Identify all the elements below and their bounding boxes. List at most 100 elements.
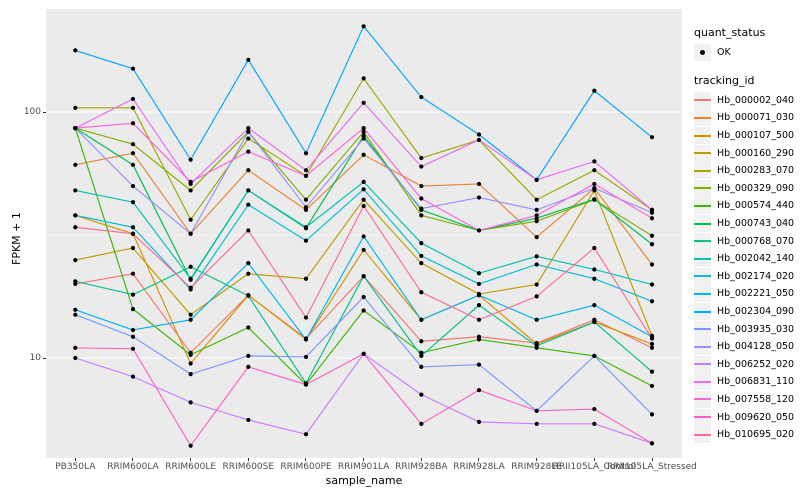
data-point [592, 421, 597, 426]
data-point [534, 343, 539, 348]
data-point [246, 149, 251, 154]
legend-item-label: OK [717, 47, 731, 59]
data-point [361, 126, 366, 131]
data-point [188, 400, 193, 405]
data-point [246, 325, 251, 330]
legend-color-line [694, 380, 711, 383]
data-point [649, 282, 655, 287]
legend-color-line [694, 328, 711, 331]
data-point [476, 195, 482, 200]
data-point [130, 183, 136, 189]
data-point [246, 136, 251, 141]
legend-item-label: Hb_000329_090 [717, 182, 795, 194]
legend-key-icon [694, 267, 711, 285]
data-point [73, 213, 78, 218]
data-point [130, 96, 136, 102]
data-point [649, 345, 655, 350]
data-point [188, 264, 193, 269]
data-point [649, 262, 655, 267]
legend-key-icon [694, 408, 711, 426]
data-point [476, 228, 482, 233]
data-point [188, 285, 193, 290]
data-point [303, 151, 309, 156]
data-point [130, 271, 136, 276]
data-point [303, 173, 309, 178]
data-point [419, 339, 424, 344]
data-point [419, 164, 424, 169]
data-point [73, 307, 78, 312]
data-point [592, 353, 597, 358]
plot-panel [46, 9, 682, 458]
legend-key-icon [694, 285, 711, 303]
data-point [73, 355, 78, 361]
x-tick-label-RRIM928LA: RRIM928LA [453, 462, 505, 472]
data-point [246, 417, 251, 423]
data-point [303, 432, 309, 437]
data-point [130, 162, 136, 167]
legend-color-line [694, 152, 711, 155]
data-point [130, 334, 136, 339]
data-point [246, 364, 251, 370]
legend-item-label: Hb_002174_020 [717, 270, 795, 282]
y-tick-label: 10 [29, 352, 41, 363]
data-point [303, 276, 309, 281]
legend-key-icon [694, 232, 711, 250]
y-tick-label: 100 [23, 106, 41, 117]
legend-item-Hb_006252_020: Hb_006252_020 [694, 355, 800, 374]
data-point [592, 267, 597, 272]
data-point [361, 76, 366, 81]
legend-key-icon [694, 179, 711, 197]
data-point [419, 350, 424, 355]
data-point [534, 213, 539, 218]
legend-key-icon [694, 355, 711, 373]
legend-key-icon [694, 109, 711, 127]
legend-item-ok: OK [694, 44, 800, 62]
data-point [534, 421, 539, 426]
x-tick-mark [593, 458, 595, 461]
x-tick-mark [478, 458, 480, 461]
legend-key-icon [694, 390, 711, 408]
legend-item-label: Hb_006831_110 [717, 376, 795, 388]
series-line-Hb_010695_020 [75, 204, 653, 339]
data-point [73, 126, 78, 131]
data-point [534, 219, 539, 224]
data-point [246, 126, 251, 131]
x-tick-mark [74, 458, 76, 461]
legend-item-Hb_000743_040: Hb_000743_040 [694, 215, 800, 233]
data-point [476, 317, 482, 322]
legend-key-icon [694, 320, 711, 338]
legend-title-tracking-id: tracking_id [694, 73, 755, 87]
legend-color-line [694, 433, 711, 436]
x-tick-mark [247, 458, 249, 461]
legend-color-line [694, 310, 711, 313]
plot-canvas [46, 24, 682, 448]
legend-color-line [694, 257, 711, 260]
data-point [73, 188, 78, 193]
data-point [649, 233, 655, 238]
legend-item-label: Hb_000071_030 [717, 112, 795, 124]
data-point [592, 88, 597, 93]
legend-item-label: Hb_002304_090 [717, 306, 795, 318]
data-point [188, 179, 193, 184]
y-tick-mark [43, 111, 46, 113]
data-point [130, 66, 136, 71]
data-point [246, 261, 251, 266]
data-point [361, 294, 366, 300]
data-point [534, 197, 539, 202]
data-point [246, 129, 251, 135]
data-point [592, 181, 597, 187]
data-point [361, 187, 366, 192]
data-point [246, 168, 251, 173]
legend-item-label: Hb_000743_040 [717, 218, 795, 230]
legend-item-Hb_009620_050: Hb_009620_050 [694, 408, 800, 426]
legend-item-label: Hb_007558_120 [717, 393, 795, 405]
legend-color-line [694, 416, 711, 419]
data-point [130, 346, 136, 351]
legend-item-Hb_000002_040: Hb_000002_040 [694, 91, 800, 110]
data-point [246, 228, 251, 233]
data-point [419, 94, 424, 100]
data-point [303, 382, 309, 387]
legend-color-line [694, 204, 711, 207]
x-tick-label-RRIM600PE: RRIM600PE [280, 462, 332, 472]
data-point [73, 162, 78, 167]
